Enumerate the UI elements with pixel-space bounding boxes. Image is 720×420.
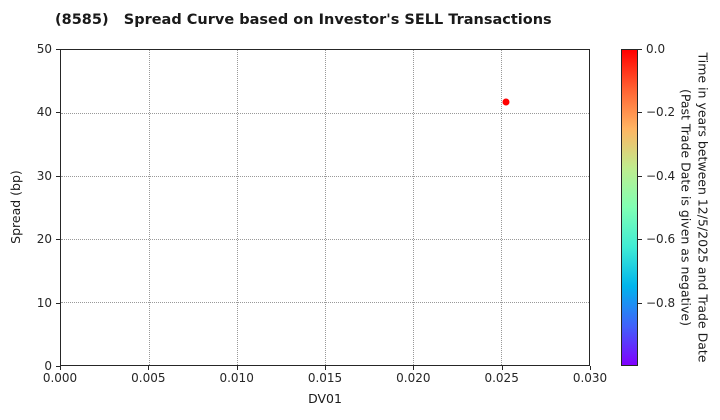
y-tick-label: 30 xyxy=(36,168,52,183)
x-tick-label: 0.025 xyxy=(484,371,519,385)
y-tick-mark xyxy=(56,49,60,50)
x-tick-label: 0.005 xyxy=(131,371,166,385)
data-point xyxy=(502,98,510,106)
y-tick-mark xyxy=(56,175,60,177)
v-gridline xyxy=(325,50,326,365)
y-tick-label: 20 xyxy=(36,232,52,247)
colorbar-tick-mark xyxy=(638,175,642,177)
v-gridline xyxy=(149,50,150,365)
v-gridline xyxy=(413,50,414,365)
v-gridline xyxy=(501,50,502,365)
colorbar-tick-mark xyxy=(638,49,642,50)
x-tick-mark xyxy=(236,366,238,370)
y-tick-label: 10 xyxy=(36,295,52,310)
y-tick-mark xyxy=(56,302,60,304)
y-tick-label: 0 xyxy=(44,359,52,373)
x-tick-label: 0.010 xyxy=(219,371,254,385)
colorbar-tick-mark xyxy=(638,302,642,304)
x-tick-mark xyxy=(148,366,150,370)
x-tick-label: 0.020 xyxy=(396,371,431,385)
colorbar-tick-label: −0.6 xyxy=(646,232,676,247)
colorbar-label-line1: Time in years between 12/5/2025 and Trad… xyxy=(695,52,711,363)
colorbar-tick-mark xyxy=(638,239,642,241)
colorbar-label: Time in years between 12/5/2025 and Trad… xyxy=(677,0,712,420)
x-tick-label: 0.015 xyxy=(307,371,343,385)
y-tick-mark xyxy=(56,366,60,367)
colorbar-tick-label: −0.4 xyxy=(646,168,676,183)
y-tick-label: 50 xyxy=(36,42,52,56)
v-gridline xyxy=(237,50,238,365)
x-tick-mark xyxy=(590,366,591,370)
x-tick-mark xyxy=(60,366,61,370)
y-tick-mark xyxy=(56,112,60,114)
x-tick-label: 0.030 xyxy=(572,371,608,385)
y-axis-label: Spread (bp) xyxy=(8,170,23,244)
x-tick-mark xyxy=(325,366,326,370)
colorbar-tick-mark xyxy=(638,112,642,114)
colorbar xyxy=(621,49,638,366)
y-tick-label: 40 xyxy=(36,105,52,120)
colorbar-label-line2: (Past Trade Date is given as negative) xyxy=(678,89,694,326)
colorbar-tick-label: −0.8 xyxy=(646,295,676,310)
colorbar-tick-label: −0.2 xyxy=(646,105,676,120)
chart-title: (8585) Spread Curve based on Investor's … xyxy=(55,12,552,28)
x-tick-mark xyxy=(413,366,415,370)
y-tick-mark xyxy=(56,239,60,241)
plot-area xyxy=(60,49,590,366)
x-tick-mark xyxy=(501,366,503,370)
colorbar-tick-label: 0.0 xyxy=(646,42,666,56)
x-tick-label: 0.000 xyxy=(42,371,78,385)
x-axis-label: DV01 xyxy=(308,391,342,406)
